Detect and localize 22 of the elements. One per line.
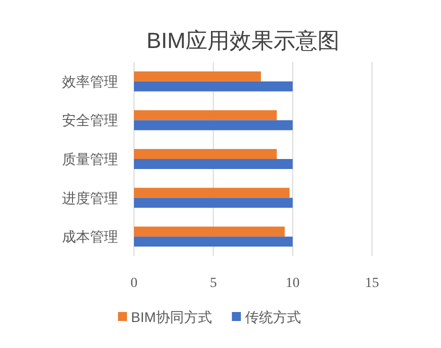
legend-label: BIM协同方式 (131, 309, 212, 325)
y-tick-label: 进度管理 (62, 190, 118, 206)
x-tick-label: 15 (365, 276, 379, 291)
y-tick-label: 效率管理 (62, 73, 118, 90)
x-tick-label: 5 (210, 276, 217, 291)
bar (134, 71, 261, 82)
bar (134, 149, 277, 159)
bar (134, 81, 293, 92)
bar (134, 110, 277, 120)
y-tick-label: 成本管理 (62, 228, 118, 245)
bar (134, 159, 293, 169)
bar (134, 236, 293, 247)
bar (134, 120, 293, 130)
bar (134, 188, 290, 198)
legend-label: 传统方式 (244, 309, 301, 325)
bar (134, 226, 285, 237)
x-tick-label: 10 (286, 276, 300, 291)
chart-title: BIM应用效果示意图 (146, 28, 340, 53)
bar (134, 198, 293, 208)
x-tick-label: 0 (130, 276, 138, 291)
y-tick-label: 质量管理 (62, 151, 118, 167)
y-tick-label: 安全管理 (62, 112, 118, 128)
